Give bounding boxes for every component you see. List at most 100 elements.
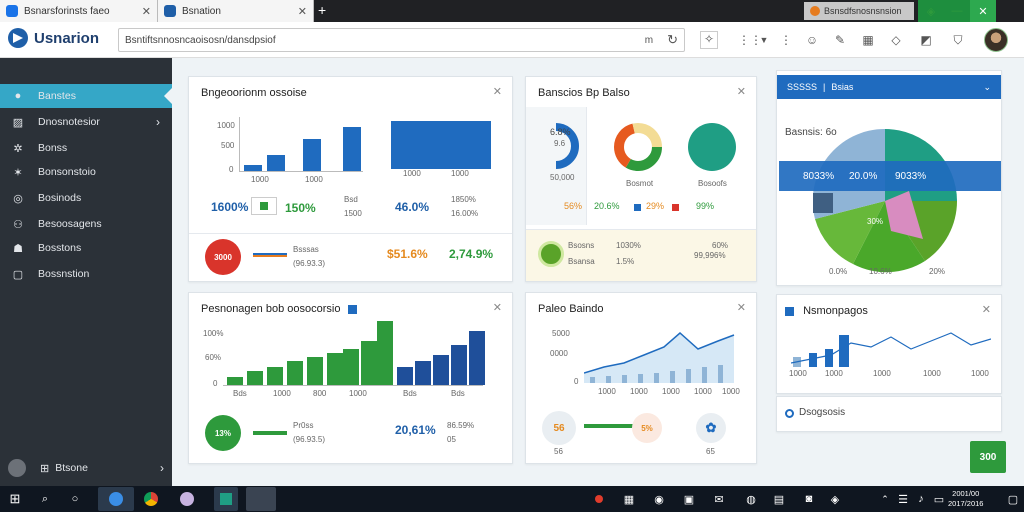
layers-icon[interactable]: ◇: [891, 33, 901, 47]
close-icon[interactable]: ✕: [736, 302, 746, 314]
start-icon[interactable]: ⊞: [9, 491, 21, 506]
y-tick: 0: [213, 379, 218, 388]
apps-grid-icon[interactable]: ⋮⋮: [738, 33, 762, 47]
sidebar-footer[interactable]: ⊞ Btsone ›: [8, 456, 168, 480]
edge-icon[interactable]: [98, 487, 134, 511]
sidebar-item-docs[interactable]: ▢ Bossnstion: [0, 262, 172, 286]
chart-icon: ▨: [12, 116, 24, 129]
app-icon[interactable]: [246, 487, 276, 511]
app-logo[interactable]: Usnarion: [8, 28, 99, 48]
chart-bar: [590, 377, 595, 383]
chevron-up-icon[interactable]: ⌃: [881, 493, 889, 504]
battery-icon[interactable]: ▭: [933, 493, 945, 506]
sidebar-item-settings[interactable]: ◎ Bosinods: [0, 186, 172, 210]
x-tick: 1000: [923, 369, 941, 378]
settings-icon[interactable]: ◉: [654, 493, 664, 506]
card-title-text: Pesnonagen bob oosocorsio: [201, 303, 341, 315]
extension-icon[interactable]: ◈: [918, 0, 944, 22]
x-tick: 1000: [349, 389, 367, 398]
filter-dropdown[interactable]: SSSSS | Bsias ⌄: [777, 75, 1001, 99]
user-avatar[interactable]: [984, 28, 1008, 52]
info-icon: [785, 409, 794, 418]
x-tick: 1000: [403, 169, 421, 178]
close-icon[interactable]: ✕: [736, 86, 746, 98]
grid-icon: ⊞: [40, 462, 50, 475]
sidebar-item-label: Banstes: [38, 90, 76, 102]
card-title: Paleo Baindo: [538, 303, 604, 315]
sync-icon[interactable]: ✿: [696, 413, 726, 443]
image-icon[interactable]: ◩: [920, 33, 932, 47]
sidebar: ● Banstes ▨ Dnosnotesior › ✲ Bonss ✶ Bon…: [0, 58, 172, 486]
chevron-down-icon[interactable]: ▼: [759, 35, 769, 45]
calculator-icon[interactable]: ▦: [623, 493, 635, 506]
bookmark-icon[interactable]: ✧: [700, 31, 718, 49]
divider: [586, 107, 587, 225]
close-tab-icon[interactable]: ✕: [141, 5, 151, 18]
address-bar[interactable]: Bsntiftsnnosncaoisosn/dansdpsiof m ↻: [118, 28, 685, 52]
sidebar-item-reports[interactable]: ⚇ Besoosagens: [0, 212, 172, 236]
sidebar-item-users[interactable]: ✲ Bonss: [0, 136, 172, 160]
stat-label: 1850%: [451, 195, 476, 204]
record-icon[interactable]: [590, 490, 608, 508]
close-icon[interactable]: ✕: [492, 302, 502, 314]
calendar-icon[interactable]: ▦: [862, 33, 874, 47]
more-icon[interactable]: ⋮: [780, 33, 792, 47]
browser-tab-2[interactable]: Bsnation ✕: [158, 0, 314, 22]
network-icon[interactable]: ☰: [898, 493, 908, 506]
minimize-icon[interactable]: —: [944, 0, 970, 22]
logo-icon: [8, 28, 28, 48]
browser-tab-1[interactable]: Bsnarsforinsts faeo ✕: [0, 0, 158, 22]
floating-action-button[interactable]: 300: [970, 441, 1006, 473]
sidebar-item-charts[interactable]: ▨ Dnosnotesior ›: [0, 110, 172, 134]
card-footer[interactable]: Dsogsosis: [776, 396, 1002, 432]
stat-value: $51.6%: [387, 247, 428, 261]
new-tab-icon[interactable]: +: [318, 2, 327, 18]
pie-callout: 30%: [867, 217, 884, 226]
window-controls: ◈ — ✕: [918, 0, 996, 22]
close-window-icon[interactable]: ✕: [970, 0, 996, 22]
chat-icon[interactable]: ☺: [805, 33, 819, 47]
chrome-icon[interactable]: [142, 490, 160, 508]
mail-icon[interactable]: ✉: [714, 493, 724, 506]
check-icon: [260, 202, 268, 210]
chart-bar: [686, 369, 691, 383]
star-icon: ✶: [13, 166, 23, 179]
volume-icon[interactable]: ♪: [918, 493, 924, 505]
chart-bar: [327, 353, 343, 385]
task-view-icon[interactable]: ○: [71, 493, 79, 505]
chart-bar: [654, 373, 659, 383]
users-icon: ✲: [13, 142, 23, 155]
search-icon[interactable]: ⌕: [41, 492, 49, 505]
status-badge: 3000: [205, 239, 241, 275]
close-icon[interactable]: ✕: [492, 86, 502, 98]
sidebar-item-messages[interactable]: ☗ Bosstons: [0, 236, 172, 260]
tools-icon[interactable]: ◈: [830, 493, 840, 506]
close-icon[interactable]: ✕: [981, 304, 991, 316]
chart-bar: [267, 367, 283, 385]
y-tick: 0000: [550, 349, 568, 358]
maps-icon[interactable]: ◍: [746, 493, 756, 506]
reload-icon[interactable]: ↻: [667, 32, 678, 47]
card-balance: Banscios Bp Balso ✕ 6.8% 9.6 50,000 Bosm…: [525, 76, 757, 282]
area-fill: [584, 333, 734, 383]
kpi-caption: Bosoofs: [698, 179, 727, 188]
notifications-icon[interactable]: ▢: [1007, 493, 1019, 506]
shield-icon[interactable]: ⛉: [953, 33, 963, 47]
sidebar-item-dashboard[interactable]: ● Banstes: [0, 84, 172, 108]
photos-icon[interactable]: [178, 490, 196, 508]
close-tab-icon[interactable]: ✕: [297, 5, 307, 18]
legend-value: 20.6%: [594, 201, 620, 211]
browser-tab-3[interactable]: Bsnsdfsnosnsnsion: [804, 2, 914, 20]
chart-bar: [377, 321, 393, 385]
info-icon[interactable]: [347, 304, 357, 314]
store-icon[interactable]: [214, 487, 238, 511]
separator: |: [823, 82, 826, 92]
window-icon[interactable]: ▣: [683, 493, 695, 506]
sidebar-item-favorites[interactable]: ✶ Bonsonstoio: [0, 160, 172, 184]
chart-bar: [718, 365, 723, 383]
clock[interactable]: 2001/00 2017/2016: [948, 489, 983, 509]
edit-icon[interactable]: ✎: [834, 33, 846, 47]
chart-bar: [638, 374, 643, 383]
photos-app-icon[interactable]: ◙: [805, 493, 813, 505]
messages-icon[interactable]: ▤: [773, 493, 785, 506]
